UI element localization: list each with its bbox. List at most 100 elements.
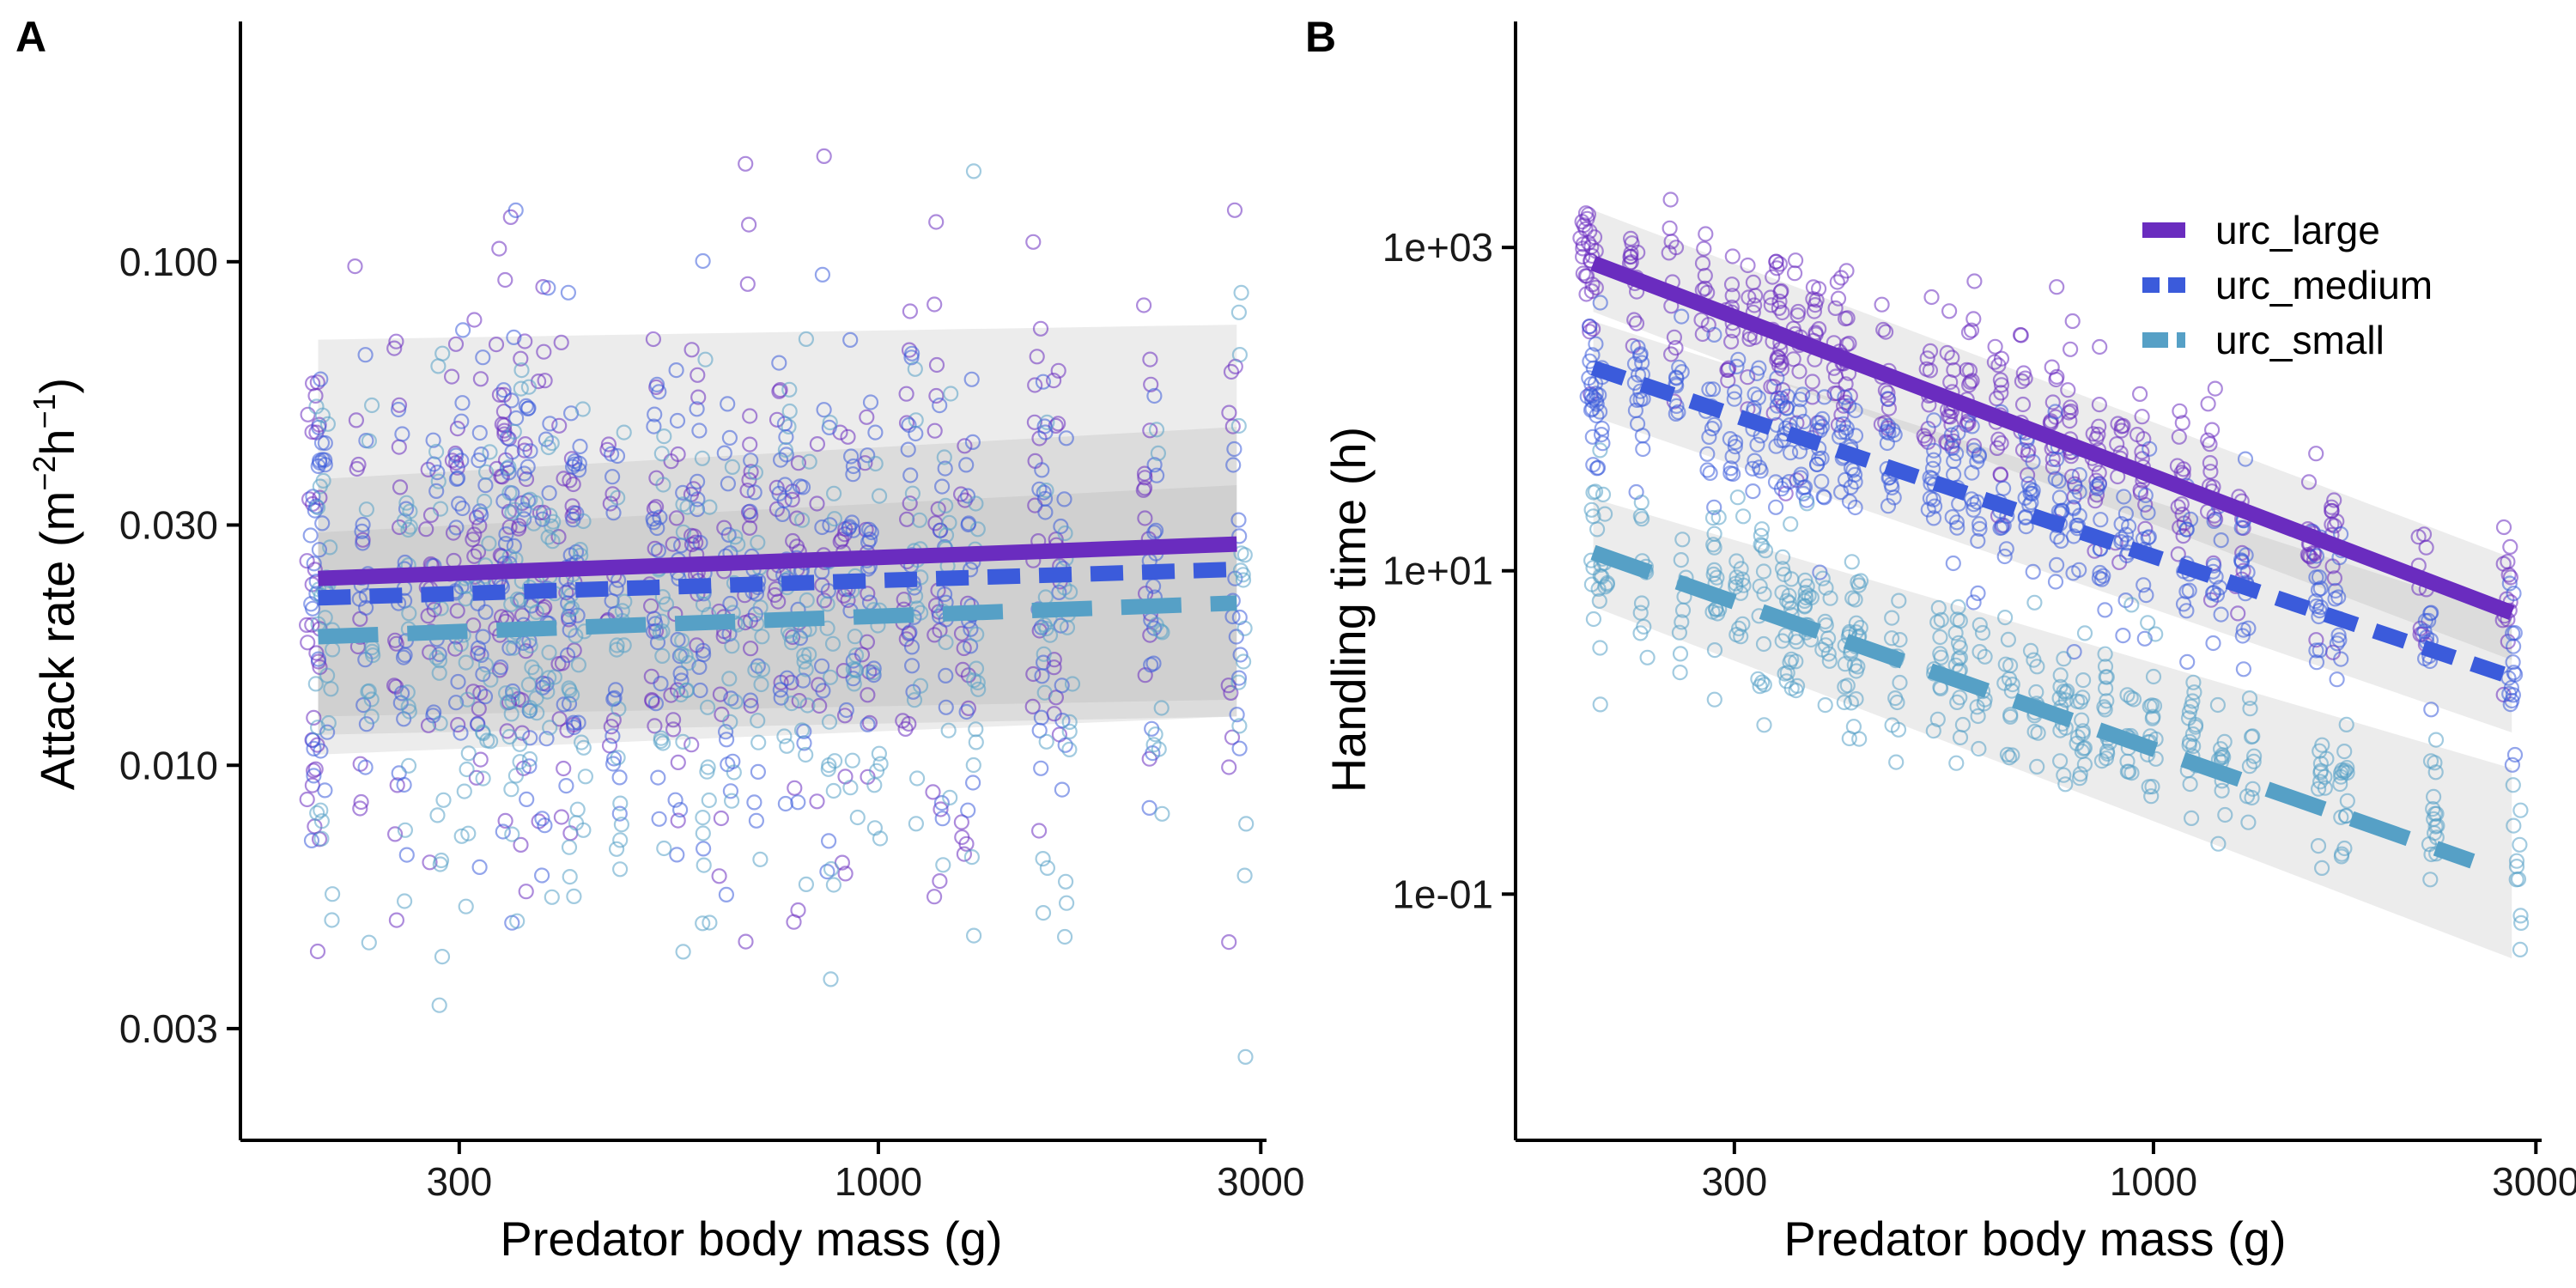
data-point — [2144, 778, 2160, 795]
data-point — [718, 886, 735, 903]
data-point — [482, 444, 498, 460]
data-point — [1771, 256, 1788, 272]
data-point — [559, 647, 576, 664]
data-point — [1965, 311, 1982, 327]
data-point — [2506, 624, 2523, 641]
data-point — [1674, 308, 1690, 325]
data-point — [1051, 584, 1067, 601]
data-point — [2502, 569, 2518, 586]
y-axis-title: Handling time (h) — [1321, 427, 1376, 793]
data-point — [1223, 363, 1240, 380]
data-point — [1822, 590, 1838, 606]
data-point — [2134, 409, 2150, 425]
data-point — [776, 728, 793, 744]
data-point — [1727, 438, 1743, 455]
data-point — [702, 499, 718, 515]
data-point — [904, 485, 921, 501]
data-point — [307, 761, 324, 777]
fit-line-urc-large — [318, 536, 1237, 586]
legend-label: urc_large — [2215, 208, 2380, 252]
data-point — [1752, 678, 1768, 695]
data-point — [700, 759, 716, 775]
data-point — [1999, 746, 2015, 762]
data-point — [2187, 719, 2203, 735]
data-point — [695, 915, 711, 932]
data-point — [1630, 339, 1646, 355]
data-point — [2422, 605, 2439, 622]
data-point — [871, 745, 888, 762]
data-point — [1673, 551, 1689, 568]
data-point — [823, 971, 839, 987]
data-point — [2014, 396, 2032, 413]
data-point — [1922, 343, 1939, 359]
data-point — [1971, 520, 1988, 538]
data-point — [2415, 526, 2433, 543]
data-point — [611, 805, 628, 822]
data-point — [841, 519, 858, 535]
data-point — [2339, 793, 2355, 809]
data-point — [821, 714, 838, 730]
data-point — [2333, 651, 2349, 667]
data-point — [1584, 321, 1601, 337]
data-point — [1847, 499, 1863, 516]
data-point — [2088, 487, 2105, 503]
data-point — [1996, 480, 2012, 496]
data-point — [1996, 548, 2013, 565]
data-point — [822, 415, 838, 431]
data-point — [562, 825, 579, 841]
x-axis-title: Predator body mass (g) — [500, 1212, 1002, 1266]
data-point — [2025, 563, 2041, 580]
data-point — [1229, 707, 1245, 723]
data-point — [513, 350, 529, 367]
data-point — [742, 408, 758, 424]
data-point — [524, 659, 540, 676]
data-point — [2312, 580, 2329, 597]
data-point — [2331, 632, 2348, 648]
data-point — [742, 436, 758, 453]
x-axis-title: Predator body mass (g) — [1783, 1212, 2286, 1266]
data-point — [1589, 460, 1606, 477]
data-point — [2208, 586, 2226, 603]
data-point — [2213, 606, 2229, 623]
data-point — [603, 719, 619, 735]
data-point — [739, 276, 756, 292]
data-point — [315, 472, 331, 489]
data-point — [1233, 545, 1249, 562]
data-point — [814, 266, 831, 283]
data-point — [612, 832, 629, 848]
data-point — [2183, 698, 2199, 715]
data-point — [541, 644, 557, 661]
data-point — [551, 417, 568, 434]
data-point — [611, 701, 627, 717]
data-point — [2330, 627, 2347, 643]
axes: 300 1000 3000 0.003 0.010 0.030 0.100 — [119, 21, 1304, 1204]
data-point — [675, 484, 691, 501]
data-point — [2426, 788, 2442, 805]
data-point — [1698, 226, 1714, 242]
data-point — [1788, 653, 1804, 670]
data-point — [313, 743, 329, 759]
data-point — [560, 284, 577, 301]
data-point — [665, 536, 681, 552]
axes: 300 1000 3000 1e-01 1e+01 1e+03 — [1382, 21, 2576, 1204]
data-point — [1880, 417, 1897, 434]
data-point — [2096, 699, 2112, 715]
data-point — [451, 495, 467, 512]
data-point — [1039, 860, 1056, 877]
data-point — [1633, 595, 1650, 611]
data-point — [798, 876, 815, 893]
data-point — [1814, 570, 1831, 586]
data-point — [860, 687, 876, 703]
data-point — [1924, 460, 1941, 477]
data-point — [2044, 459, 2061, 475]
data-points — [1572, 191, 2530, 958]
data-point — [816, 592, 833, 609]
data-point — [1971, 643, 1988, 660]
data-point — [2048, 451, 2065, 468]
data-point — [1674, 532, 1691, 548]
data-point — [771, 355, 787, 371]
data-point — [541, 485, 557, 501]
data-point — [560, 595, 576, 611]
data-point — [614, 603, 630, 619]
